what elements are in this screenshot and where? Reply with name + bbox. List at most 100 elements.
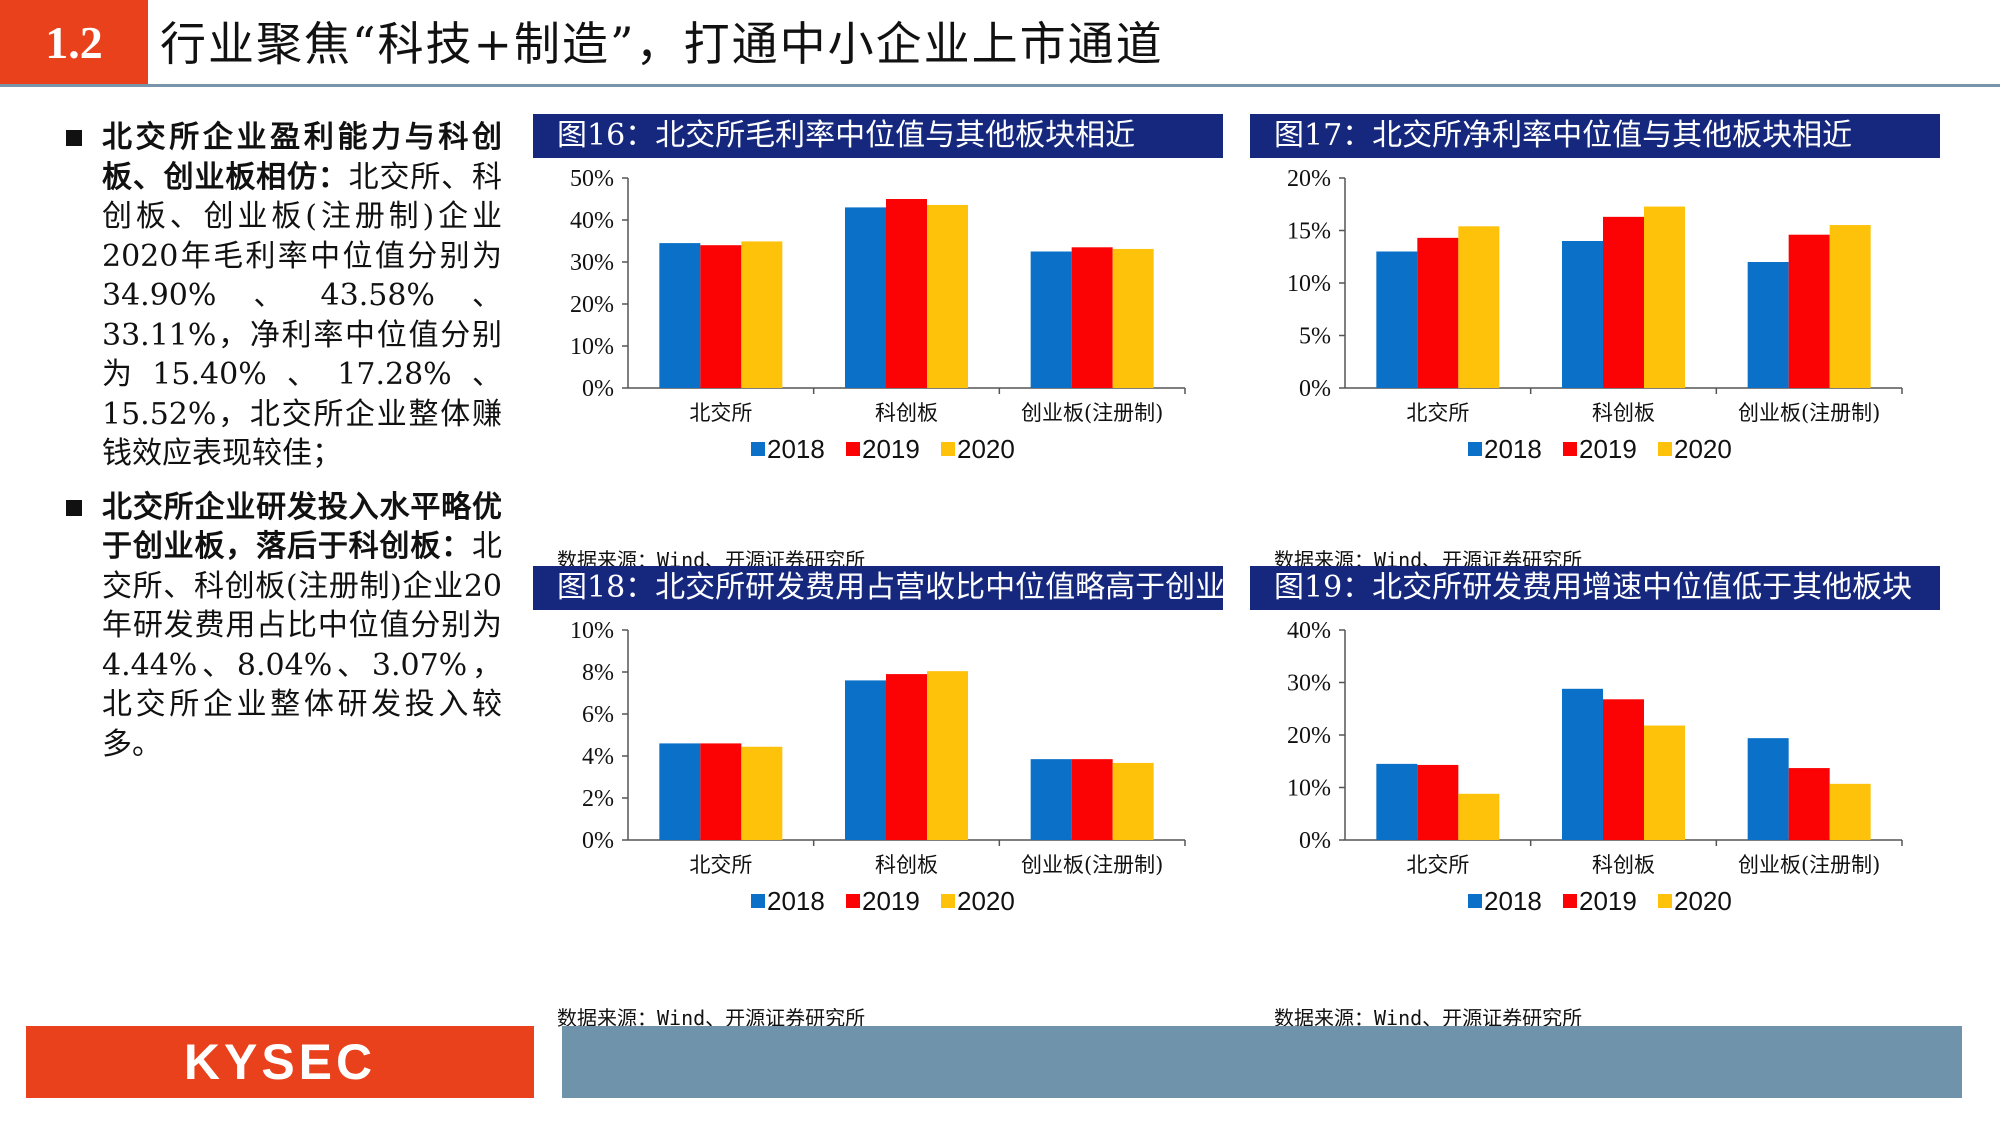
x-category-label: 北交所 [1406, 853, 1469, 877]
y-tick-label: 0% [1299, 376, 1331, 402]
legend-swatch [1468, 442, 1482, 456]
legend-label: 2019 [1579, 434, 1637, 464]
x-category-label: 北交所 [1406, 401, 1469, 425]
bar-2020 [1112, 248, 1154, 388]
bullet-list: 北交所企业盈利能力与科创板、创业板相仿：北交所、科创板、创业板(注册制)企业20… [62, 118, 502, 778]
bar-2019 [886, 199, 927, 388]
bar-2018 [1747, 738, 1789, 840]
bullet-heading: 北交所企业盈利能力与科创板、创业板相仿： [102, 120, 502, 195]
bar-2019 [1788, 768, 1830, 840]
legend-label: 2019 [862, 434, 920, 464]
bar-2020 [927, 671, 968, 840]
bar-2019 [1071, 759, 1113, 840]
legend-label: 2018 [767, 886, 825, 916]
y-tick-label: 0% [582, 828, 614, 854]
section-number: 1.2 [0, 0, 148, 86]
chart-title: 图18：北交所研发费用占营收比中位值略高于创业板 [533, 566, 1223, 610]
legend-swatch [846, 894, 860, 908]
chart-svg: 0% 2% 4% 6% 8% 10% 北交所 科创板 创业板(注册制) 2018 2019 2020 [570, 618, 1186, 916]
y-tick-label: 5% [1299, 324, 1331, 350]
page-title: 行业聚焦“科技+制造”，打通中小企业上市通道 [160, 17, 1164, 71]
bullet-heading: 北交所企业研发投入水平略优于创业板，落后于科创板： [102, 489, 502, 565]
y-tick-label: 10% [570, 618, 614, 644]
x-category-label: 创业板(注册制) [1738, 853, 1880, 877]
bar-2018 [659, 743, 701, 840]
chart-panel: 图19：北交所研发费用增速中位值低于其他板块 0% 10% 20% 30% 40% 北交所… [1250, 566, 1940, 1036]
chart-svg: 0% 5% 10% 15% 20% 北交所 科创板 创业板(注册制) 2018 2019 2020 [1287, 166, 1903, 464]
legend-label: 2018 [1484, 434, 1542, 464]
chart-panel: 图18：北交所研发费用占营收比中位值略高于创业板 0% 2% 4% 6% 8% 10% 北交… [533, 566, 1223, 1036]
x-category-label: 科创板 [1592, 401, 1655, 425]
bar-2020 [1458, 793, 1500, 840]
chart-title: 图19：北交所研发费用增速中位值低于其他板块 [1250, 566, 1940, 610]
bar-2020 [927, 204, 968, 388]
y-tick-label: 40% [1287, 618, 1331, 644]
bullet-square-icon [66, 130, 82, 146]
bar-2020 [1829, 783, 1871, 840]
chart-svg: 0% 10% 20% 30% 40% 北交所 科创板 创业板(注册制) 2018 2019 2020 [1287, 618, 1903, 916]
bar-2020 [1112, 762, 1154, 840]
bar-2018 [1030, 251, 1072, 388]
legend-label: 2019 [862, 886, 920, 916]
footer-bar [562, 1026, 1962, 1098]
legend-swatch [941, 442, 955, 456]
x-category-label: 北交所 [689, 853, 752, 877]
y-tick-label: 10% [1287, 271, 1331, 297]
legend-swatch [1563, 442, 1577, 456]
x-category-label: 创业板(注册制) [1021, 853, 1163, 877]
legend-label: 2019 [1579, 886, 1637, 916]
bar-2020 [1829, 225, 1871, 388]
y-tick-label: 10% [570, 334, 614, 360]
bar-2019 [1417, 764, 1459, 840]
x-category-label: 北交所 [689, 401, 752, 425]
legend-label: 2020 [1674, 434, 1732, 464]
legend-label: 2018 [1484, 886, 1542, 916]
y-tick-label: 8% [582, 660, 614, 686]
legend-swatch [751, 894, 765, 908]
bar-2018 [845, 207, 886, 388]
legend-swatch [1563, 894, 1577, 908]
bar-2019 [1603, 216, 1644, 388]
bullet-square-icon [66, 499, 82, 516]
legend-label: 2020 [957, 886, 1015, 916]
legend-label: 2020 [1674, 886, 1732, 916]
bar-2018 [845, 680, 886, 840]
bar-2018 [1376, 251, 1418, 388]
bar-2020 [1644, 725, 1685, 840]
kysec-logo: KYSEC [26, 1026, 534, 1098]
y-tick-label: 4% [582, 744, 614, 770]
x-category-label: 科创板 [875, 853, 938, 877]
bar-2020 [1458, 226, 1500, 388]
bar-2018 [1376, 763, 1418, 840]
bar-2020 [741, 746, 783, 840]
bar-2018 [1562, 241, 1603, 388]
legend-swatch [941, 894, 955, 908]
bullet-text: 北交所、科创板、创业板(注册制)企业2020年毛利率中位值分别为34.90%、4… [102, 159, 503, 472]
y-tick-label: 30% [1287, 671, 1331, 697]
y-tick-label: 0% [582, 376, 614, 402]
legend-label: 2020 [957, 434, 1015, 464]
bar-2019 [1603, 699, 1644, 840]
x-category-label: 科创板 [875, 401, 938, 425]
bar-2019 [886, 674, 927, 840]
y-tick-label: 50% [570, 166, 614, 192]
bar-2020 [741, 241, 783, 388]
x-category-label: 创业板(注册制) [1021, 401, 1163, 425]
bar-2019 [1417, 237, 1459, 388]
legend-swatch [846, 442, 860, 456]
y-tick-label: 20% [570, 292, 614, 318]
legend-swatch [751, 442, 765, 456]
bar-2020 [1644, 206, 1685, 388]
legend-swatch [1658, 442, 1672, 456]
x-category-label: 科创板 [1592, 853, 1655, 877]
y-tick-label: 0% [1299, 828, 1331, 854]
bar-2019 [1788, 234, 1830, 388]
title-divider [0, 84, 2000, 87]
y-tick-label: 40% [570, 208, 614, 234]
bar-2018 [1747, 262, 1789, 388]
bullet-text: 北交所、科创板(注册制)企业20年研发费用占比中位值分别为4.44%、8.04%… [102, 529, 502, 762]
y-tick-label: 30% [570, 250, 614, 276]
y-tick-label: 15% [1287, 219, 1331, 245]
chart-panel: 图17：北交所净利率中位值与其他板块相近 0% 5% 10% 15% 20% 北交所 科创板… [1250, 114, 1940, 584]
legend-swatch [1658, 894, 1672, 908]
